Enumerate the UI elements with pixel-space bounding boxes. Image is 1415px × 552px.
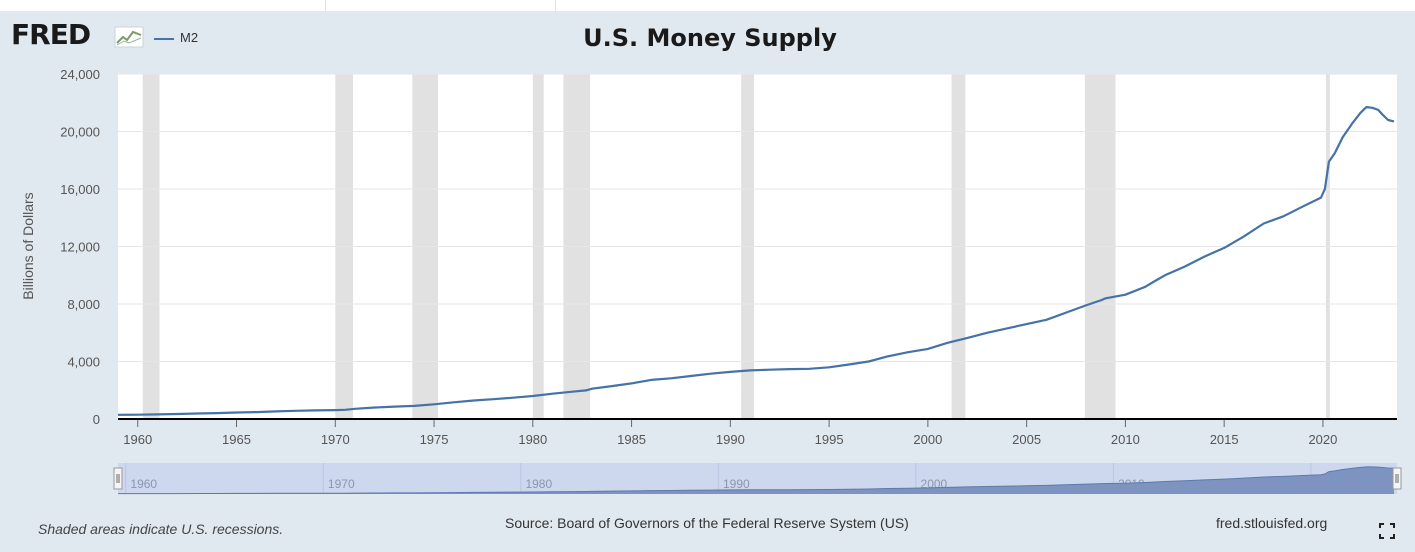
chart-title: U.S. Money Supply bbox=[583, 24, 837, 52]
series-line-m2[interactable] bbox=[117, 105, 1395, 416]
y-tick-label: 24,000 bbox=[60, 67, 100, 82]
fullscreen-icon[interactable] bbox=[1379, 523, 1395, 539]
navigator-handle-left[interactable] bbox=[113, 467, 123, 490]
x-tick-label: 1965 bbox=[222, 432, 251, 447]
x-tick-label: 1970 bbox=[321, 432, 350, 447]
x-tick-label: 1990 bbox=[716, 432, 745, 447]
x-tick-label: 2000 bbox=[913, 432, 942, 447]
recession-note: Shaded areas indicate U.S. recessions. bbox=[38, 521, 284, 537]
x-tick-label: 1960 bbox=[123, 432, 152, 447]
top-strip bbox=[0, 0, 1415, 11]
y-axis-title: Billions of Dollars bbox=[20, 192, 36, 299]
x-tick-label: 1975 bbox=[420, 432, 449, 447]
navigator-handle-right[interactable] bbox=[1392, 467, 1402, 490]
y-tick-label: 0 bbox=[93, 412, 100, 427]
trend-line-icon bbox=[114, 26, 144, 48]
navigator-tick-label: 1990 bbox=[723, 477, 750, 491]
y-tick-label: 20,000 bbox=[60, 125, 100, 140]
navigator-tick-label: 1970 bbox=[328, 477, 355, 491]
navigator-tick-label: 1980 bbox=[525, 477, 552, 491]
y-tick-label: 12,000 bbox=[60, 240, 100, 255]
top-divider bbox=[555, 0, 556, 11]
legend-label: M2 bbox=[180, 30, 199, 45]
y-tick-label: 8,000 bbox=[67, 297, 100, 312]
x-tick-label: 2005 bbox=[1012, 432, 1041, 447]
x-tick-label: 2020 bbox=[1308, 432, 1337, 447]
x-tick-label: 2010 bbox=[1111, 432, 1140, 447]
x-tick-label: 1985 bbox=[617, 432, 646, 447]
navigator[interactable]: 1960197019801990200020102020 bbox=[113, 463, 1402, 495]
navigator-line bbox=[118, 466, 1395, 495]
x-tick-label: 2015 bbox=[1210, 432, 1239, 447]
x-tick-label: 1995 bbox=[815, 432, 844, 447]
navigator-tick-label: 1960 bbox=[130, 477, 157, 491]
source-link[interactable]: Source: Board of Governors of the Federa… bbox=[505, 515, 909, 531]
x-tick-label: 1980 bbox=[518, 432, 547, 447]
y-tick-label: 4,000 bbox=[67, 355, 100, 370]
top-divider bbox=[325, 0, 326, 11]
y-tick-label: 16,000 bbox=[60, 182, 100, 197]
fred-site-link[interactable]: fred.stlouisfed.org bbox=[1216, 515, 1328, 531]
fred-logo[interactable]: FRED bbox=[11, 18, 91, 51]
legend-swatch bbox=[154, 38, 174, 40]
navigator-area bbox=[118, 466, 1394, 494]
